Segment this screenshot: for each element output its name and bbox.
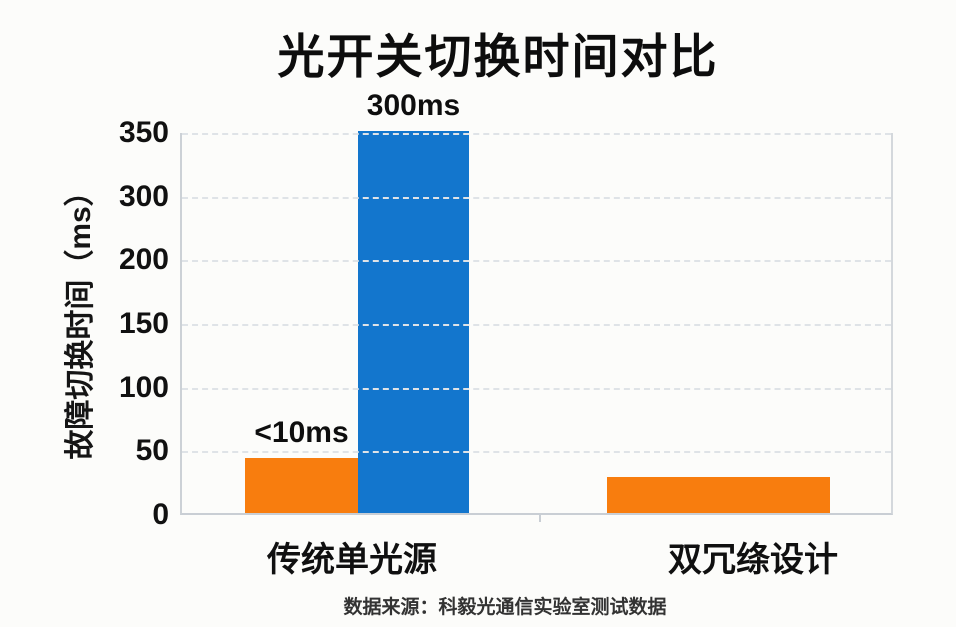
annotation-300ms: 300ms bbox=[366, 89, 461, 122]
x-category-label-traditional: 传统单光源 bbox=[267, 541, 437, 579]
gridline bbox=[182, 260, 891, 262]
annotation-under-10ms: <10ms bbox=[254, 416, 349, 449]
bar-redundant-orange bbox=[607, 477, 830, 513]
gridline bbox=[182, 133, 891, 135]
y-tick-label: 350 bbox=[118, 116, 169, 149]
data-source-caption: 数据来源：科毅光通信实验室测试数据 bbox=[343, 597, 667, 618]
gridline bbox=[182, 388, 891, 390]
y-tick-label: 100 bbox=[118, 371, 169, 404]
y-tick-label: 300 bbox=[118, 180, 169, 213]
gridline bbox=[182, 197, 891, 199]
gridline bbox=[182, 451, 891, 453]
y-axis-label: 故障切换时间（ms） bbox=[64, 176, 97, 460]
y-tick-label: 0 bbox=[152, 498, 169, 531]
y-tick-label: 200 bbox=[118, 243, 169, 276]
bar-traditional-orange bbox=[245, 458, 358, 513]
plot-area: <10ms 300ms 350 300 200 150 100 50 0 bbox=[119, 91, 893, 531]
y-tick-label: 50 bbox=[135, 434, 169, 467]
bar-traditional-blue bbox=[358, 131, 469, 513]
y-tick-label: 150 bbox=[118, 307, 169, 340]
chart-title: 光开关切换时间对比 bbox=[277, 32, 719, 84]
x-category-label-redundant: 双冗绦设计 bbox=[668, 541, 838, 579]
x-axis-tick bbox=[539, 513, 541, 522]
gridline bbox=[182, 324, 891, 326]
